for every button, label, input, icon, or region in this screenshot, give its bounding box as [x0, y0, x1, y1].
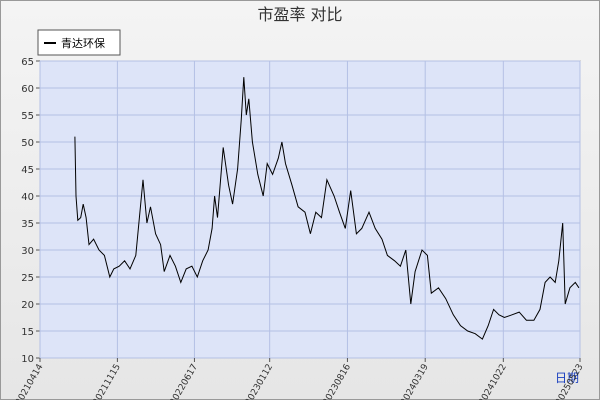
y-tick-label: 40	[21, 192, 34, 203]
plot-area	[39, 60, 581, 359]
y-tick-label: 35	[21, 219, 34, 230]
y-tick-label: 15	[21, 327, 34, 338]
data-line	[74, 77, 580, 340]
y-tick-label: 60	[21, 84, 34, 95]
y-tick-label: 65	[21, 57, 34, 68]
y-tick-label: 30	[21, 246, 34, 257]
chart-title: 市盈率 对比	[257, 5, 342, 24]
legend-label: 青达环保	[61, 36, 105, 50]
y-tick-label: 45	[21, 165, 34, 176]
y-tick-label: 55	[21, 111, 34, 122]
y-tick-label: 50	[21, 138, 34, 149]
y-tick-label: 25	[21, 273, 34, 284]
y-tick-label: 20	[21, 300, 34, 311]
y-tick-label: 10	[21, 354, 34, 365]
x-axis-label: 日期	[555, 371, 579, 385]
